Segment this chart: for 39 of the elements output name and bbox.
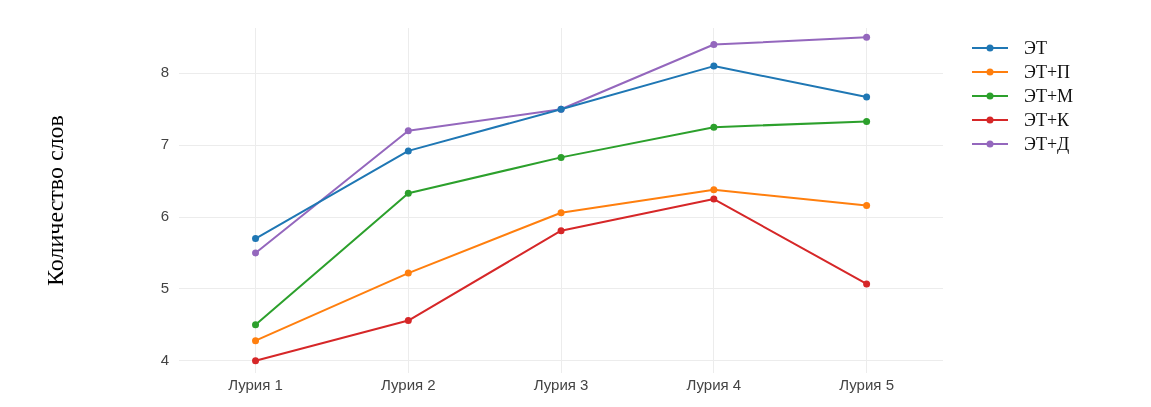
point xyxy=(557,209,565,217)
y-tick-label: 6 xyxy=(160,207,170,225)
point xyxy=(557,227,565,235)
point xyxy=(863,202,871,210)
legend-label: ЭТ+Д xyxy=(1024,133,1070,155)
y-tick-label: 5 xyxy=(160,279,170,297)
point xyxy=(252,249,260,257)
point xyxy=(710,123,718,131)
point xyxy=(557,153,565,161)
point xyxy=(863,117,871,125)
y-tick-label: 4 xyxy=(160,350,170,368)
point xyxy=(404,317,412,325)
legend-label: ЭТ xyxy=(1024,37,1047,59)
point xyxy=(710,186,718,194)
y-tick-label: 8 xyxy=(160,63,170,81)
legend-label: ЭТ+К xyxy=(1024,109,1070,131)
x-tick-label: Лурия 3 xyxy=(533,376,589,394)
point xyxy=(252,357,260,365)
legend-label: ЭТ+П xyxy=(1024,61,1071,83)
point xyxy=(404,189,412,197)
point xyxy=(252,235,260,243)
point xyxy=(710,195,718,203)
point xyxy=(404,269,412,277)
x-tick-label: Лурия 2 xyxy=(380,376,436,394)
point xyxy=(863,93,871,101)
point xyxy=(252,337,260,345)
point xyxy=(710,41,718,49)
x-tick-label: Лурия 4 xyxy=(686,376,742,394)
point xyxy=(863,33,871,41)
x-tick-label: Лурия 1 xyxy=(228,376,283,394)
point xyxy=(404,147,412,155)
y-tick-label: 7 xyxy=(160,135,170,153)
point xyxy=(710,62,718,70)
point xyxy=(252,321,260,329)
x-tick-label: Лурия 5 xyxy=(839,376,894,394)
point xyxy=(404,127,412,135)
point xyxy=(863,280,871,288)
legend-label: ЭТ+М xyxy=(1024,85,1074,107)
y-axis-title: Количество слов xyxy=(41,115,68,286)
